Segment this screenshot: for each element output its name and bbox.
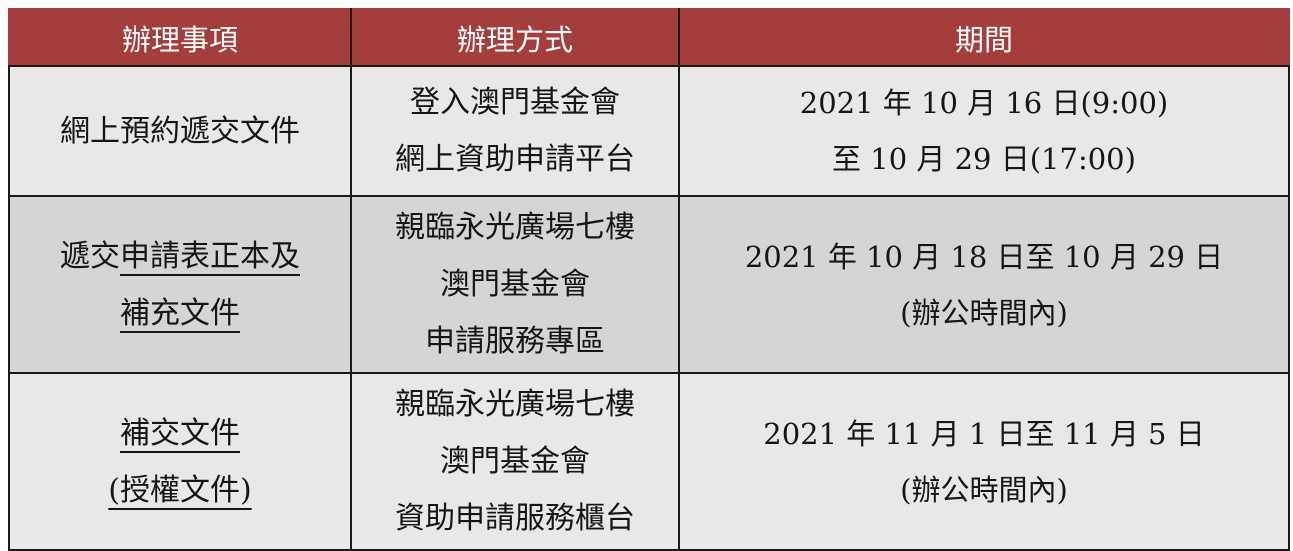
cell-line: 澳門基金會 bbox=[440, 267, 590, 302]
cell-line: 親臨永光廣場七樓 bbox=[395, 210, 635, 245]
schedule-table: 辦理事項 辦理方式 期間 網上預約遞交文件 登入澳門基金會 網上資助申請平台 2… bbox=[8, 8, 1290, 551]
cell-text: 遞交 bbox=[60, 238, 120, 274]
cell-text-underlined: (授權文件) bbox=[108, 472, 252, 508]
cell-period: 2021 年 10 月 18 日至 10 月 29 日 (辦公時間內) bbox=[678, 195, 1290, 374]
cell-line: (辦公時間內) bbox=[900, 472, 1068, 507]
cell-line: 2021 年 10 月 18 日至 10 月 29 日 bbox=[744, 239, 1224, 274]
cell-line: 網上預約遞交文件 bbox=[16, 103, 344, 160]
cell-line: 網上資助申請平台 bbox=[395, 142, 635, 177]
header-period: 期間 bbox=[678, 8, 1290, 67]
cell-line: 澳門基金會 bbox=[440, 444, 590, 479]
table-row-supplementary-docs: 補交文件 (授權文件) 親臨永光廣場七樓 澳門基金會 資助申請服務櫃台 2021… bbox=[8, 372, 1290, 551]
header-item: 辦理事項 bbox=[8, 8, 352, 67]
cell-line: (授權文件) bbox=[16, 462, 344, 519]
cell-line: (辦公時間內) bbox=[900, 295, 1068, 330]
cell-line: 補交文件 bbox=[16, 405, 344, 462]
cell-item: 遞交申請表正本及 補充文件 bbox=[8, 195, 352, 374]
cell-line: 登入澳門基金會 bbox=[410, 85, 620, 120]
cell-line: 2021 年 11 月 1 日至 11 月 5 日 bbox=[763, 416, 1205, 451]
cell-text-underlined: 申請表正本及 bbox=[120, 238, 300, 274]
cell-method: 登入澳門基金會 網上資助申請平台 bbox=[350, 65, 680, 197]
cell-period: 2021 年 10 月 16 日(9:00) 至 10 月 29 日(17:00… bbox=[678, 65, 1290, 197]
cell-text: 網上預約遞交文件 bbox=[60, 113, 300, 149]
cell-line: 資助申請服務櫃台 bbox=[395, 501, 635, 536]
cell-method: 親臨永光廣場七樓 澳門基金會 資助申請服務櫃台 bbox=[350, 372, 680, 551]
table-row-submit-original: 遞交申請表正本及 補充文件 親臨永光廣場七樓 澳門基金會 申請服務專區 2021… bbox=[8, 195, 1290, 374]
header-method: 辦理方式 bbox=[350, 8, 680, 67]
cell-line: 申請服務專區 bbox=[425, 324, 605, 359]
cell-text-underlined: 補充文件 bbox=[120, 295, 240, 331]
cell-method: 親臨永光廣場七樓 澳門基金會 申請服務專區 bbox=[350, 195, 680, 374]
cell-text-underlined: 補交文件 bbox=[120, 415, 240, 451]
header-row: 辦理事項 辦理方式 期間 bbox=[8, 8, 1290, 67]
cell-line: 遞交申請表正本及 bbox=[16, 228, 344, 285]
cell-line: 親臨永光廣場七樓 bbox=[395, 387, 635, 422]
cell-line: 2021 年 10 月 16 日(9:00) bbox=[799, 86, 1169, 120]
table-row-online-booking: 網上預約遞交文件 登入澳門基金會 網上資助申請平台 2021 年 10 月 16… bbox=[8, 65, 1290, 197]
cell-item: 補交文件 (授權文件) bbox=[8, 372, 352, 551]
cell-line: 至 10 月 29 日(17:00) bbox=[832, 142, 1136, 176]
cell-item: 網上預約遞交文件 bbox=[8, 65, 352, 197]
cell-period: 2021 年 11 月 1 日至 11 月 5 日 (辦公時間內) bbox=[678, 372, 1290, 551]
cell-line: 補充文件 bbox=[16, 285, 344, 342]
